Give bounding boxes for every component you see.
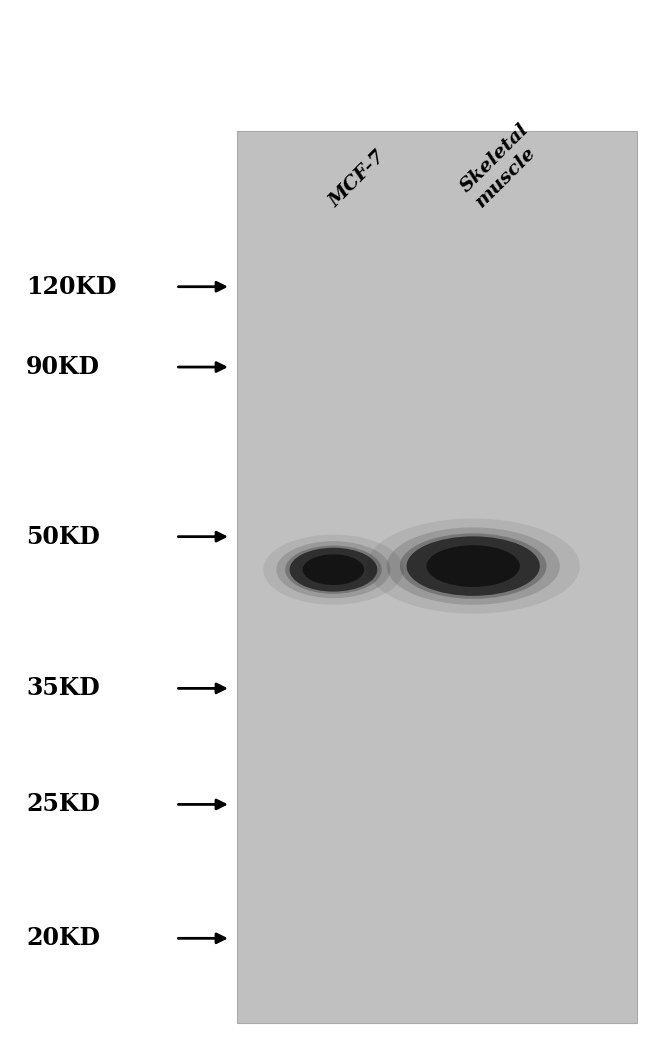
Text: Skeletal
muscle: Skeletal muscle xyxy=(457,121,547,211)
Text: 20KD: 20KD xyxy=(26,926,100,950)
Text: 50KD: 50KD xyxy=(26,525,100,549)
Text: 35KD: 35KD xyxy=(26,677,99,701)
Ellipse shape xyxy=(426,545,520,587)
Ellipse shape xyxy=(387,527,560,604)
Text: 25KD: 25KD xyxy=(26,792,100,816)
Ellipse shape xyxy=(263,535,404,604)
Ellipse shape xyxy=(400,533,547,599)
Ellipse shape xyxy=(276,541,391,598)
Text: MCF-7: MCF-7 xyxy=(325,147,389,211)
Ellipse shape xyxy=(303,554,364,585)
Text: 120KD: 120KD xyxy=(26,275,116,299)
Ellipse shape xyxy=(285,546,382,594)
Ellipse shape xyxy=(407,537,540,596)
Ellipse shape xyxy=(367,519,580,614)
Text: 90KD: 90KD xyxy=(26,355,100,379)
Ellipse shape xyxy=(290,548,377,592)
Bar xyxy=(237,130,637,1023)
